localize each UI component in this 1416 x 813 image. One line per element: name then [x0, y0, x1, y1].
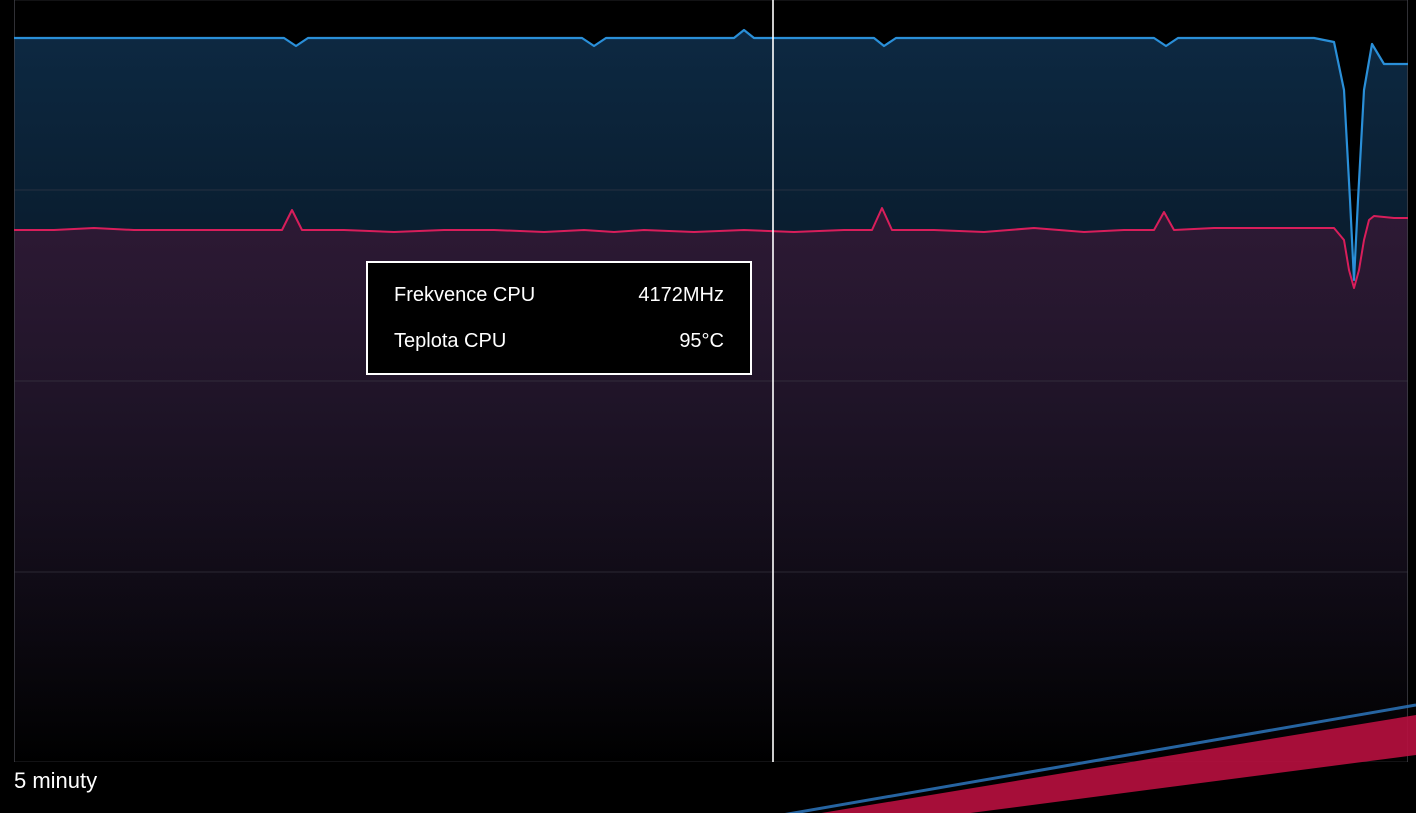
tooltip-row-temperature: Teplota CPU 95°C — [394, 327, 724, 355]
tooltip-value-temperature: 95°C — [679, 327, 724, 355]
x-axis-label: 5 minuty — [14, 768, 97, 794]
tooltip-row-frequency: Frekvence CPU 4172MHz — [394, 281, 724, 309]
chart-canvas — [14, 0, 1408, 762]
tooltip-label-temperature: Teplota CPU — [394, 327, 506, 355]
cpu-monitor-chart[interactable] — [14, 0, 1408, 762]
tooltip-value-frequency: 4172MHz — [638, 281, 724, 309]
chart-tooltip: Frekvence CPU 4172MHz Teplota CPU 95°C — [366, 261, 752, 375]
tooltip-label-frequency: Frekvence CPU — [394, 281, 535, 309]
